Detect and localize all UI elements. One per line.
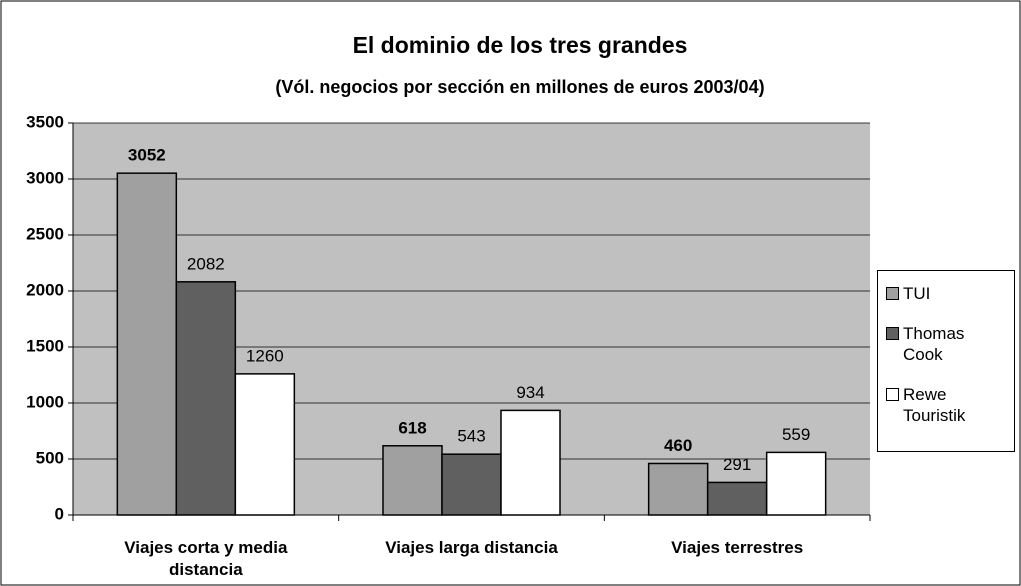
data-label: 559 [782,425,810,444]
bar [234,373,296,516]
y-tick-label: 0 [55,504,64,523]
x-tick-label: Viajes corta y media distancia [124,538,288,579]
y-tick-label: 2500 [26,224,64,243]
legend-label: Thomas Cook [903,324,965,364]
bar [116,172,178,516]
y-tick-label: 3000 [26,168,64,187]
legend-item: Rewe Touristik [886,384,1010,426]
data-label: 618 [398,418,426,437]
bar [765,451,827,516]
y-tick-label: 1500 [26,336,64,355]
chart-title: El dominio de los tres grandes [353,32,688,58]
legend-label: Rewe Touristik [903,385,966,425]
legend-swatch [886,287,899,300]
data-label: 3052 [128,146,166,165]
bar [647,462,709,516]
y-tick-label: 500 [36,448,64,467]
data-label: 934 [516,383,544,402]
data-label: 1260 [246,346,284,365]
legend: TUI Thomas Cook Rewe Touristik [877,270,1015,452]
data-label: 543 [457,427,485,446]
bar [175,281,237,516]
legend-item: Thomas Cook [886,323,1010,365]
data-label: 291 [723,455,751,474]
x-tick-label: Viajes larga distancia [385,538,558,557]
bar [441,453,502,516]
bar [706,481,768,516]
chart-subtitle: (Vól. negocios por sección en millones d… [275,77,764,97]
x-tick-label: Viajes terrestres [671,538,804,557]
y-tick-label: 3500 [26,112,64,131]
legend-swatch [886,388,899,401]
bar [500,409,561,516]
data-label: 460 [664,436,692,455]
legend-item: TUI [886,283,1010,304]
y-tick-label: 1000 [26,392,64,411]
legend-swatch [886,327,899,340]
bar [382,445,443,516]
y-tick-label: 2000 [26,280,64,299]
data-label: 2082 [187,254,225,273]
legend-label: TUI [903,284,931,303]
